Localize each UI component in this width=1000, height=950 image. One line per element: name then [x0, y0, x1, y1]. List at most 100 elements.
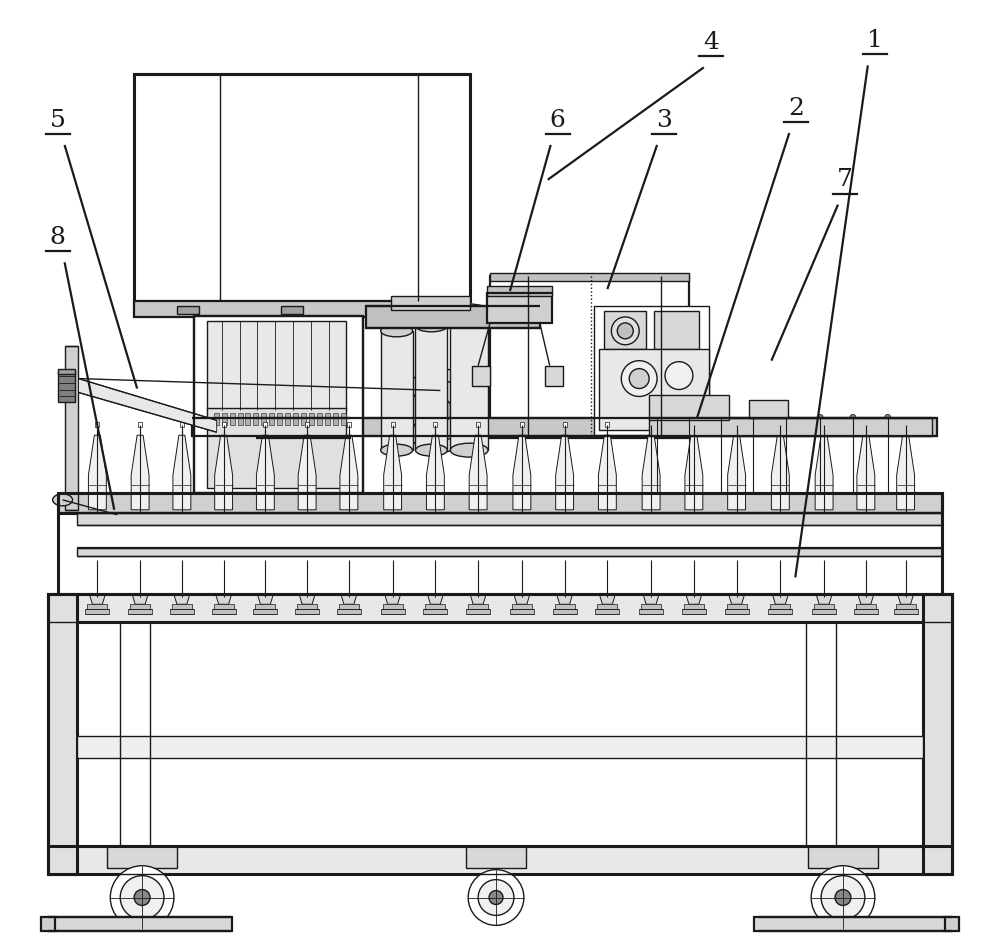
Bar	[87, 604, 107, 609]
Bar	[487, 293, 552, 323]
Bar	[58, 369, 75, 373]
Bar	[130, 604, 150, 609]
Circle shape	[835, 889, 851, 905]
Bar	[812, 609, 836, 615]
Polygon shape	[815, 435, 833, 510]
Bar	[450, 311, 488, 450]
Polygon shape	[642, 435, 660, 510]
Polygon shape	[729, 595, 745, 604]
Circle shape	[821, 876, 865, 920]
Circle shape	[654, 414, 660, 420]
Bar	[230, 413, 235, 426]
Bar	[48, 595, 77, 874]
Bar	[138, 423, 142, 428]
Circle shape	[718, 414, 724, 420]
Bar	[180, 423, 184, 428]
Bar	[945, 918, 959, 931]
Bar	[415, 326, 447, 450]
Bar	[406, 306, 427, 314]
Text: 3: 3	[656, 108, 672, 132]
Bar	[48, 918, 232, 931]
Bar	[649, 423, 653, 428]
Bar	[128, 609, 152, 615]
Bar	[639, 609, 663, 615]
Polygon shape	[470, 595, 486, 604]
Polygon shape	[599, 595, 615, 604]
Bar	[134, 74, 470, 301]
Bar	[466, 846, 526, 867]
Polygon shape	[340, 435, 358, 510]
Bar	[433, 423, 437, 428]
Bar	[253, 413, 258, 426]
Polygon shape	[132, 595, 148, 604]
Polygon shape	[728, 435, 746, 510]
Bar	[754, 918, 952, 931]
Bar	[170, 609, 194, 615]
Bar	[555, 604, 575, 609]
Circle shape	[811, 865, 875, 929]
Bar	[347, 423, 351, 428]
Polygon shape	[686, 595, 702, 604]
Bar	[425, 604, 445, 609]
Bar	[904, 423, 908, 428]
Bar	[177, 306, 199, 314]
Text: 2: 2	[788, 97, 804, 120]
Bar	[854, 609, 878, 615]
Circle shape	[411, 381, 470, 440]
Bar	[725, 609, 749, 615]
Bar	[510, 609, 534, 615]
Bar	[309, 413, 314, 426]
Bar	[545, 366, 563, 386]
Bar	[605, 423, 609, 428]
Bar	[341, 413, 346, 426]
Circle shape	[885, 414, 891, 420]
Bar	[48, 846, 952, 874]
Bar	[285, 413, 290, 426]
Bar	[238, 413, 243, 426]
Bar	[212, 609, 236, 615]
Polygon shape	[384, 435, 402, 510]
Bar	[277, 413, 282, 426]
Bar	[261, 413, 266, 426]
Circle shape	[478, 880, 514, 916]
Bar	[468, 604, 488, 609]
Circle shape	[750, 414, 755, 420]
Bar	[325, 413, 330, 426]
Bar	[391, 296, 470, 310]
Bar	[735, 423, 739, 428]
Bar	[472, 366, 490, 386]
Text: 8: 8	[50, 226, 66, 249]
Bar	[207, 321, 346, 410]
Bar	[48, 595, 952, 622]
Bar	[768, 609, 792, 615]
Bar	[770, 604, 790, 609]
Polygon shape	[89, 595, 105, 604]
Bar	[214, 604, 234, 609]
Bar	[692, 423, 696, 428]
Bar	[85, 609, 109, 615]
Bar	[896, 604, 916, 609]
Circle shape	[120, 876, 164, 920]
Bar	[107, 846, 177, 867]
Ellipse shape	[381, 445, 413, 456]
Circle shape	[783, 414, 789, 420]
Circle shape	[686, 414, 692, 420]
Bar	[727, 604, 747, 609]
Polygon shape	[685, 435, 703, 510]
Bar	[295, 609, 319, 615]
Bar	[923, 595, 952, 874]
Bar	[381, 609, 405, 615]
Bar	[214, 413, 219, 426]
Bar	[95, 423, 99, 428]
Text: 6: 6	[550, 108, 566, 132]
Polygon shape	[772, 595, 788, 604]
Bar	[269, 317, 337, 421]
Bar	[194, 316, 363, 493]
Bar	[423, 609, 447, 615]
Bar	[864, 423, 868, 428]
Bar	[391, 423, 395, 428]
Bar	[684, 604, 704, 609]
Polygon shape	[598, 435, 616, 510]
Bar	[222, 423, 226, 428]
Polygon shape	[469, 435, 487, 510]
